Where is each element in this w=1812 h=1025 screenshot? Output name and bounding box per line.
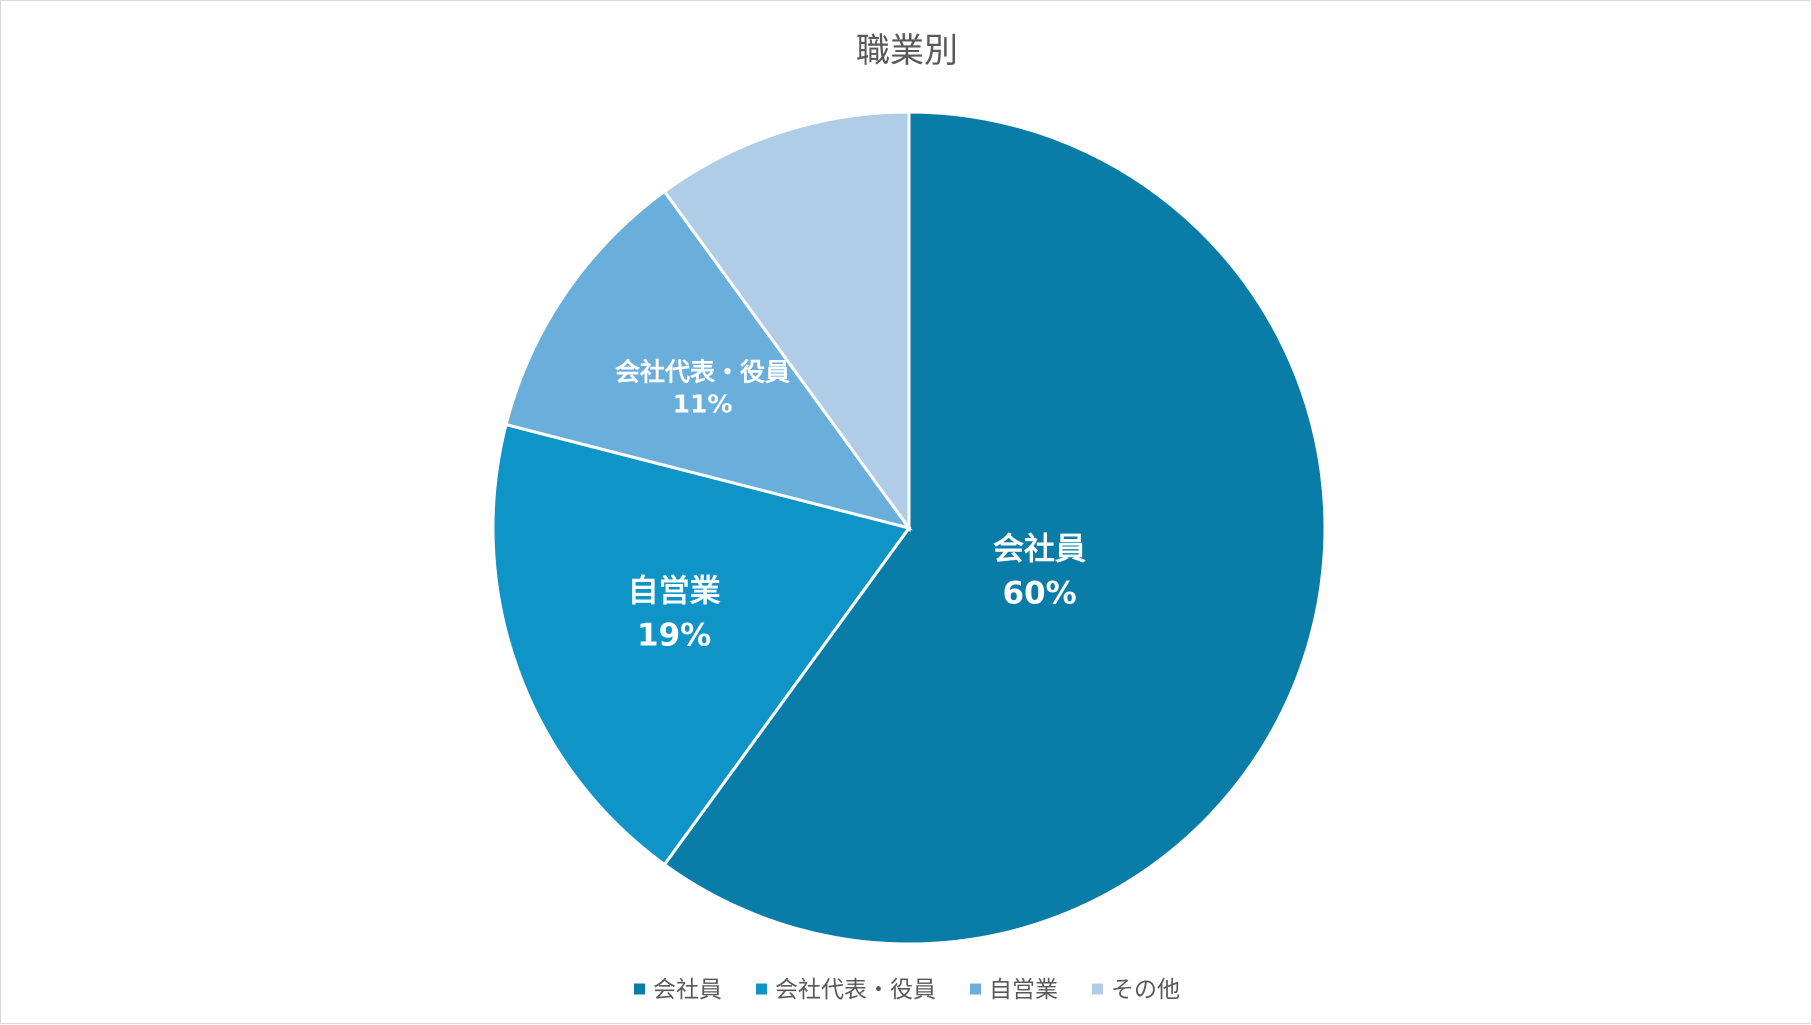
legend-label-0: 会社員 — [653, 977, 722, 1003]
pie-slice-3 — [662, 110, 911, 533]
slice-label-name-2: 会社代表・役員 — [615, 357, 790, 386]
slice-labels: 会社員 60% 自営業 19% 会社代表・役員 11% — [615, 357, 1086, 653]
legend-swatch-0 — [634, 983, 645, 995]
legend-swatch-3 — [1092, 983, 1103, 995]
slice-label-value-0: 60% — [1002, 575, 1076, 611]
slice-label-name-1: 自営業 — [628, 573, 721, 609]
legend-swatch-1 — [756, 983, 767, 995]
legend: 会社員 会社代表・役員 自営業 その他 — [634, 977, 1180, 1003]
legend-swatch-2 — [970, 983, 981, 995]
pie-slice-2 — [504, 189, 913, 531]
slice-label-name-0: 会社員 — [993, 531, 1086, 567]
pie-slices — [491, 110, 1327, 946]
legend-label-1: 会社代表・役員 — [775, 977, 936, 1003]
slice-label-value-2: 11% — [673, 389, 733, 418]
pie-slice-0 — [662, 110, 1327, 946]
legend-label-2: 自営業 — [989, 977, 1058, 1003]
chart-title: 職業別 — [856, 31, 958, 71]
pie-slice-1 — [491, 422, 912, 867]
legend-label-3: その他 — [1111, 977, 1180, 1003]
slice-label-value-1: 19% — [637, 617, 711, 653]
